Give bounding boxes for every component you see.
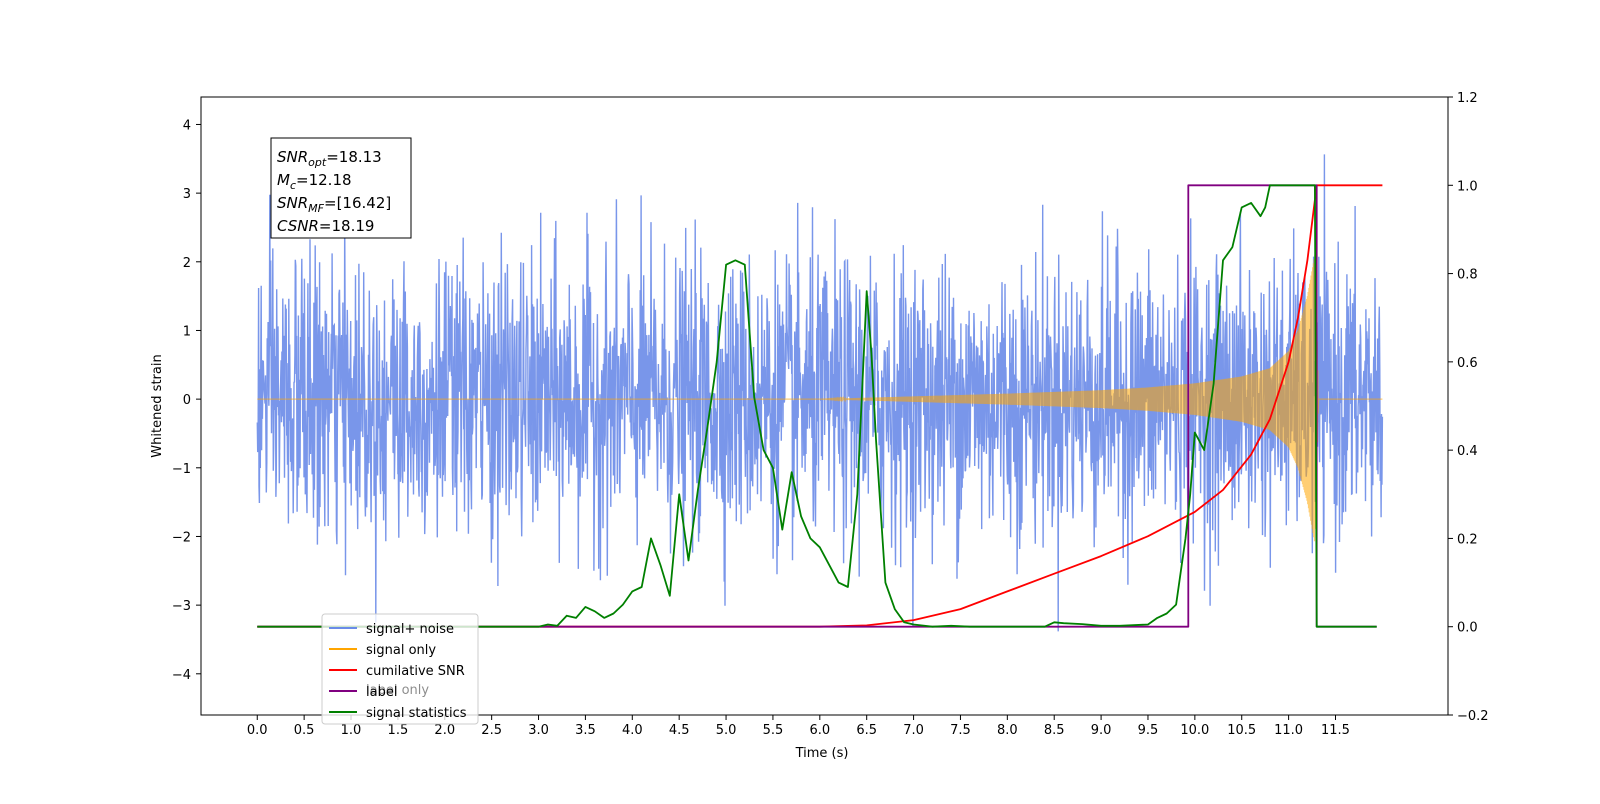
legend-frame bbox=[321, 613, 479, 725]
x-tick-label: 9.0 bbox=[1091, 723, 1112, 738]
annotation-subscript: MF bbox=[308, 202, 324, 215]
annotation-symbol: SNR bbox=[277, 148, 308, 166]
x-tick-label: 5.5 bbox=[763, 723, 784, 738]
annotation-symbol: M bbox=[277, 171, 290, 189]
legend: label only signal+ noise signal only cumil… bbox=[321, 613, 479, 725]
y2-tick-label: 1.0 bbox=[1457, 179, 1478, 194]
annotation-value: =12.18 bbox=[296, 171, 352, 189]
plot-area-frame bbox=[200, 96, 1449, 716]
annotation-value: =18.19 bbox=[319, 217, 375, 235]
x-tick-label: 10.0 bbox=[1180, 723, 1209, 738]
x-tick-label: 10.5 bbox=[1227, 723, 1256, 738]
y-tick-label: 0 bbox=[183, 393, 191, 408]
y2-tick-label: 0.6 bbox=[1457, 356, 1478, 371]
legend-label: signal statistics bbox=[366, 706, 467, 721]
annotation-frame bbox=[270, 137, 412, 239]
x-tick-label: 1.5 bbox=[388, 723, 409, 738]
y-tick-label: 3 bbox=[183, 187, 191, 202]
y-tick-label: 1 bbox=[183, 324, 191, 339]
y2-tick-label: 0.8 bbox=[1457, 268, 1478, 283]
series-cumilative-snr bbox=[257, 184, 1383, 628]
y2-tick-label: 0.2 bbox=[1457, 532, 1478, 547]
series-layer bbox=[256, 154, 1384, 632]
annotation-line: SNRopt=18.13 bbox=[277, 148, 382, 169]
y2-tick-label: 0.0 bbox=[1457, 621, 1478, 636]
annotation-line: Mc=12.18 bbox=[277, 171, 352, 192]
annotation-symbol: CSNR bbox=[277, 217, 319, 235]
axes-layer: 0.0 0.5 1.0 1.5 2.0 2.5 3.0 3.5 4.0 4.5 5.0 5.5 6.0 6… bbox=[172, 91, 1489, 738]
y-tick-label: −4 bbox=[172, 668, 191, 683]
x-tick-label: 7.0 bbox=[903, 723, 924, 738]
annotation-box: SNRopt=18.13Mc=12.18SNRMF=[16.42]CSNR=18… bbox=[270, 137, 412, 239]
y-tick-label: 4 bbox=[183, 118, 191, 133]
x-tick-label: 6.5 bbox=[856, 723, 877, 738]
annotation-symbol: SNR bbox=[277, 194, 308, 212]
annotation-value: =18.13 bbox=[326, 148, 382, 166]
series-signal-plus-noise bbox=[256, 154, 1384, 632]
legend-label: signal only bbox=[366, 643, 436, 658]
y2-tick-label: 0.4 bbox=[1457, 444, 1478, 459]
annotation-line: CSNR=18.19 bbox=[277, 217, 374, 235]
legend-label: label bbox=[366, 685, 397, 700]
x-tick-label: 3.5 bbox=[575, 723, 596, 738]
x-tick-label: 1.0 bbox=[341, 723, 362, 738]
x-tick-label: 2.0 bbox=[434, 723, 455, 738]
x-tick-label: 8.0 bbox=[997, 723, 1018, 738]
y-axis-label: Whitened strain bbox=[150, 354, 165, 457]
annotation-value: =[16.42] bbox=[324, 194, 391, 212]
x-axis-label: Time (s) bbox=[795, 746, 849, 761]
x-tick-label: 7.5 bbox=[950, 723, 971, 738]
x-tick-label: 2.5 bbox=[481, 723, 502, 738]
x-tick-label: 11.0 bbox=[1274, 723, 1303, 738]
y-tick-label: −3 bbox=[172, 599, 191, 614]
y-tick-label: 2 bbox=[183, 256, 191, 271]
legend-label: signal+ noise bbox=[366, 622, 454, 637]
legend-label: cumilative SNR bbox=[366, 664, 465, 679]
y-tick-label: −1 bbox=[172, 462, 191, 477]
annotation-subscript: c bbox=[290, 179, 296, 192]
x-tick-label: 8.5 bbox=[1044, 723, 1065, 738]
legend-hidden-label: label only bbox=[366, 683, 429, 698]
annotation-subscript: opt bbox=[308, 156, 327, 169]
x-tick-label: 5.0 bbox=[716, 723, 737, 738]
y2-tick-label: −0.2 bbox=[1457, 709, 1489, 724]
annotation-line: SNRMF=[16.42] bbox=[277, 194, 391, 215]
x-tick-label: 3.0 bbox=[528, 723, 549, 738]
x-tick-label: 4.0 bbox=[622, 723, 643, 738]
x-tick-label: 0.5 bbox=[294, 723, 315, 738]
series-signal-statistics bbox=[257, 184, 1377, 628]
x-tick-label: 9.5 bbox=[1138, 723, 1159, 738]
x-tick-label: 4.5 bbox=[669, 723, 690, 738]
y2-tick-label: 1.2 bbox=[1457, 91, 1478, 106]
series-signal-only bbox=[257, 254, 1383, 542]
x-tick-label: 6.0 bbox=[809, 723, 830, 738]
y-tick-label: −2 bbox=[172, 530, 191, 545]
x-tick-label: 0.0 bbox=[247, 723, 268, 738]
x-tick-label: 11.5 bbox=[1321, 723, 1350, 738]
